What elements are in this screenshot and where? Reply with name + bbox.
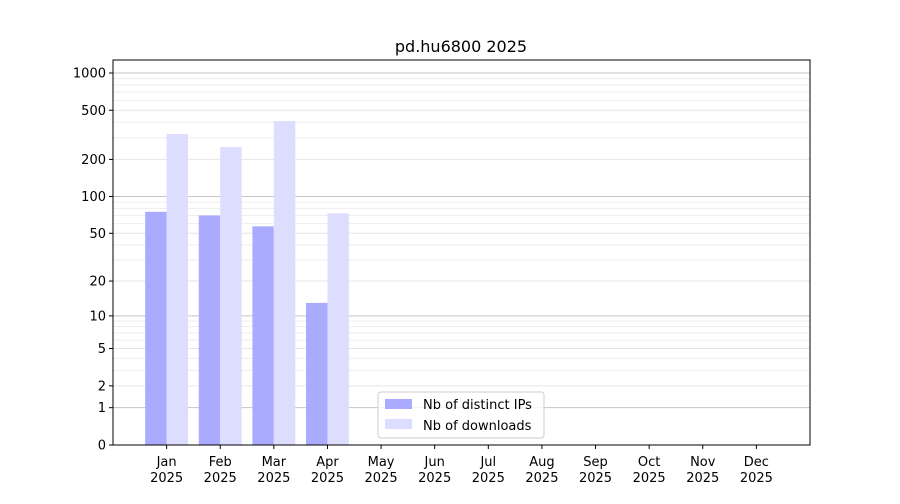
x-tick-label-month: Jan <box>156 455 177 470</box>
x-tick-label-year: 2025 <box>633 471 666 486</box>
x-tick-label-month: Feb <box>209 455 232 470</box>
x-tick-label-year: 2025 <box>311 471 344 486</box>
x-tick-label-year: 2025 <box>418 471 451 486</box>
legend-swatch-downloads <box>385 419 412 429</box>
x-tick-label-month: Oct <box>638 455 660 470</box>
bar-downloads <box>220 147 242 445</box>
y-tick-label: 100 <box>81 190 106 205</box>
x-tick-label-month: Sep <box>583 455 608 470</box>
x-tick-label-year: 2025 <box>365 471 398 486</box>
legend-box <box>377 391 545 439</box>
y-tick-label: 0 <box>98 439 106 454</box>
legend-label-downloads: Nb of downloads <box>423 419 532 434</box>
x-tick-label-year: 2025 <box>472 471 505 486</box>
y-tick-label: 1000 <box>73 66 106 81</box>
x-tick-label-year: 2025 <box>150 471 183 486</box>
bar-distinct-ips <box>252 226 274 445</box>
bar-distinct-ips <box>198 215 221 445</box>
x-tick-label-month: Apr <box>316 455 339 470</box>
bar-downloads <box>327 213 349 445</box>
bar-downloads <box>273 121 296 445</box>
legend: Nb of distinct IPs Nb of downloads <box>377 391 545 439</box>
legend-label-ips: Nb of distinct IPs <box>423 398 532 413</box>
y-tick-label: 2 <box>98 379 106 394</box>
bar-downloads <box>166 134 189 445</box>
y-tick-label: 500 <box>81 104 106 119</box>
y-tick-label: 200 <box>81 153 106 168</box>
x-tick-label-month: Aug <box>529 455 554 470</box>
y-tick-label: 50 <box>89 227 106 242</box>
plot-frame <box>112 59 811 446</box>
y-tick-label: 10 <box>89 309 106 324</box>
y-tick-label: 1 <box>98 401 106 416</box>
bar-distinct-ips <box>306 302 328 445</box>
x-tick-label-year: 2025 <box>204 471 237 486</box>
x-tick-label-month: Nov <box>690 455 716 470</box>
x-tick-label-year: 2025 <box>579 471 612 486</box>
x-tick-label-month: Jul <box>479 455 496 470</box>
x-tick-label-month: Jun <box>424 455 445 470</box>
y-tick-label: 20 <box>89 275 106 290</box>
x-tick-label-month: Dec <box>744 455 769 470</box>
y-tick-label: 5 <box>98 342 106 357</box>
legend-swatch-ips <box>385 399 412 409</box>
x-tick-label-year: 2025 <box>686 471 719 486</box>
chart-title: pd.hu6800 2025 <box>395 37 527 56</box>
x-tick-label-year: 2025 <box>740 471 773 486</box>
x-tick-label-month: Mar <box>262 455 287 470</box>
x-tick-label-month: May <box>368 455 395 470</box>
bar-distinct-ips <box>145 211 167 445</box>
x-tick-label-year: 2025 <box>525 471 558 486</box>
x-tick-label-year: 2025 <box>257 471 290 486</box>
